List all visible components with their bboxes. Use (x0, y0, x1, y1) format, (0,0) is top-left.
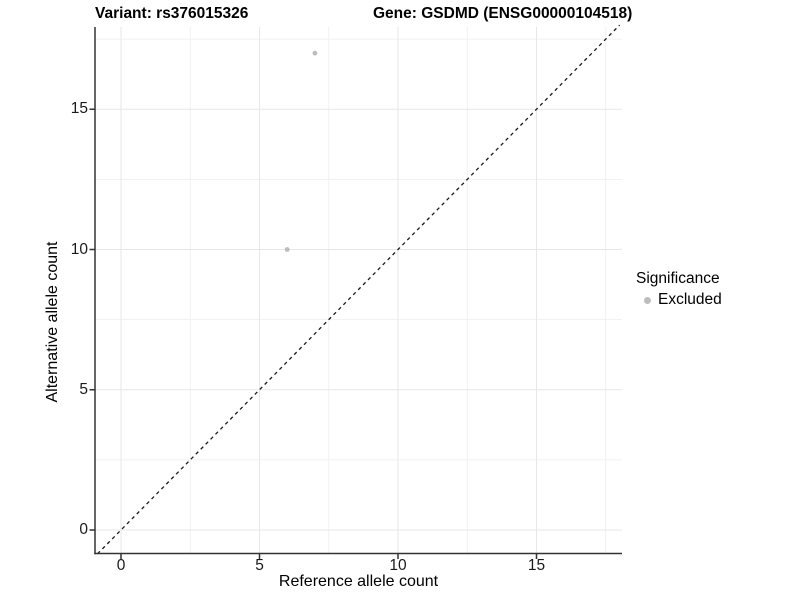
x-tick-label: 0 (116, 557, 126, 574)
x-tick-label: 15 (527, 557, 546, 574)
x-tick-label: 5 (255, 557, 264, 574)
x-tick-label: 10 (389, 557, 407, 574)
identity-line (96, 24, 621, 555)
data-point (312, 50, 318, 56)
legend: Significance Excluded (636, 270, 722, 309)
excluded-point-icon (644, 296, 651, 304)
y-axis-title: Alternative allele count (44, 241, 61, 403)
legend-item-excluded: Excluded (636, 291, 722, 309)
plot-title-gene: Gene: GSDMD (ENSG00000104518) (373, 5, 633, 22)
y-tick-label: 10 (70, 240, 88, 258)
legend-item-label: Excluded (658, 291, 722, 308)
plot-title-variant: Variant: rs376015326 (95, 5, 249, 22)
legend-title: Significance (636, 270, 720, 287)
x-axis-title: Reference allele count (278, 573, 439, 590)
y-tick-label: 15 (70, 100, 88, 118)
y-tick-label: 0 (79, 521, 88, 538)
data-point (284, 247, 290, 252)
y-tick-label: 5 (79, 380, 88, 398)
